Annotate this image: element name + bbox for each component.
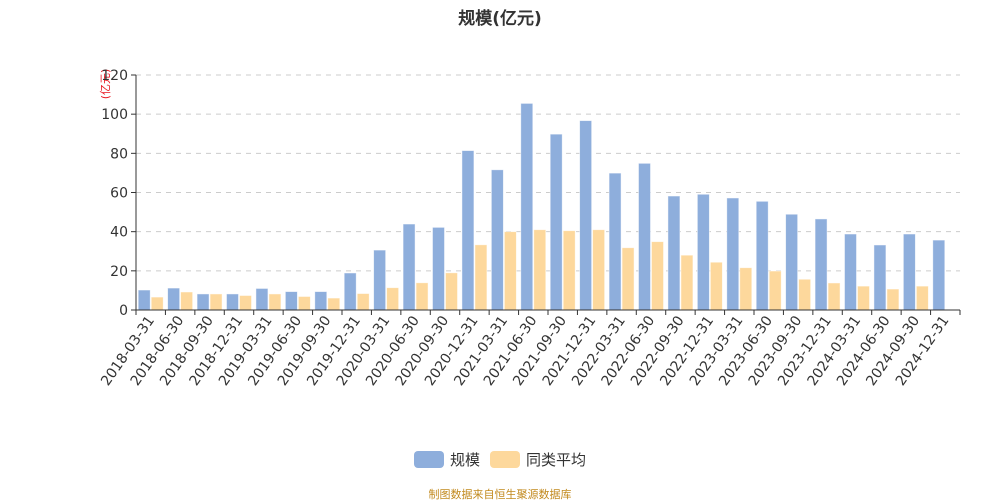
legend-swatch-scale — [413, 451, 444, 468]
bar-peer-average[interactable] — [268, 293, 282, 311]
bar-scale[interactable] — [579, 120, 593, 311]
bar-scale[interactable] — [638, 162, 651, 311]
bar-peer-average[interactable] — [915, 285, 929, 311]
legend-item-scale[interactable]: 规模 — [413, 449, 480, 470]
bar-peer-average[interactable] — [827, 282, 841, 311]
bar-peer-average[interactable] — [768, 270, 782, 311]
y-tick-label: 0 — [119, 303, 128, 319]
bar-peer-average[interactable] — [150, 296, 164, 311]
bar-scale[interactable] — [667, 195, 681, 311]
y-tick-label: 120 — [101, 68, 128, 84]
bar-peer-average[interactable] — [739, 267, 753, 311]
bar-peer-average[interactable] — [798, 278, 812, 311]
bar-peer-average[interactable] — [180, 291, 194, 311]
y-tick-label: 100 — [101, 107, 128, 123]
bar-scale[interactable] — [844, 233, 857, 311]
bar-scale[interactable] — [167, 287, 181, 311]
bar-scale[interactable] — [726, 197, 740, 311]
bar-scale[interactable] — [549, 133, 563, 311]
bar-scale[interactable] — [402, 223, 416, 311]
bar-peer-average[interactable] — [857, 285, 870, 311]
bar-scale[interactable] — [226, 293, 239, 311]
bar-peer-average[interactable] — [709, 261, 723, 311]
bar-scale[interactable] — [432, 226, 445, 311]
bar-scale[interactable] — [814, 218, 828, 311]
bar-peer-average[interactable] — [474, 244, 488, 311]
chart-title: 规模(亿元) — [458, 9, 542, 29]
y-tick-label: 80 — [110, 146, 128, 162]
bar-peer-average[interactable] — [503, 231, 517, 311]
bar-peer-average[interactable] — [651, 241, 664, 311]
bar-scale[interactable] — [137, 289, 151, 311]
bar-peer-average[interactable] — [680, 254, 694, 311]
bar-peer-average[interactable] — [445, 272, 458, 311]
bar-peer-average[interactable] — [356, 293, 370, 311]
bar-scale[interactable] — [696, 193, 710, 311]
bar-peer-average[interactable] — [209, 293, 223, 311]
bar-chart: 0204060801001202018-03-312018-06-302018-… — [98, 68, 961, 389]
legend: 规模 同类平均 — [0, 449, 1000, 470]
bar-peer-average[interactable] — [886, 288, 900, 311]
bar-peer-average[interactable] — [239, 295, 252, 311]
bar-peer-average[interactable] — [415, 282, 429, 311]
bar-scale[interactable] — [755, 200, 769, 311]
bar-peer-average[interactable] — [533, 229, 547, 311]
bar-scale[interactable] — [932, 239, 946, 311]
y-tick-label: 60 — [110, 186, 128, 202]
bar-scale[interactable] — [461, 150, 475, 311]
y-tick-label: 20 — [110, 264, 128, 280]
bar-scale[interactable] — [520, 102, 534, 311]
bar-scale[interactable] — [373, 249, 387, 311]
bar-peer-average[interactable] — [621, 247, 635, 311]
bar-peer-average[interactable] — [592, 229, 606, 311]
legend-swatch-peer-average — [490, 451, 520, 468]
legend-label-scale: 规模 — [449, 451, 480, 469]
bar-scale[interactable] — [255, 288, 269, 311]
bar-peer-average[interactable] — [327, 297, 341, 311]
bar-peer-average[interactable] — [562, 230, 576, 311]
bar-scale[interactable] — [196, 293, 210, 311]
y-tick-label: 40 — [110, 225, 128, 241]
bar-scale[interactable] — [343, 272, 357, 311]
bar-scale[interactable] — [902, 233, 916, 311]
bar-scale[interactable] — [284, 291, 298, 311]
bar-scale[interactable] — [608, 172, 622, 311]
bar-peer-average[interactable] — [386, 287, 400, 311]
bar-scale[interactable] — [314, 291, 328, 311]
legend-item-peer-average[interactable]: 同类平均 — [490, 449, 586, 470]
legend-label-peer-average: 同类平均 — [526, 451, 587, 469]
bar-scale[interactable] — [873, 244, 887, 311]
bar-scale[interactable] — [785, 213, 799, 311]
data-source-note: 制图数据来自恒生聚源数据库 — [428, 488, 572, 501]
bar-peer-average[interactable] — [297, 296, 311, 311]
bar-scale[interactable] — [490, 169, 504, 311]
